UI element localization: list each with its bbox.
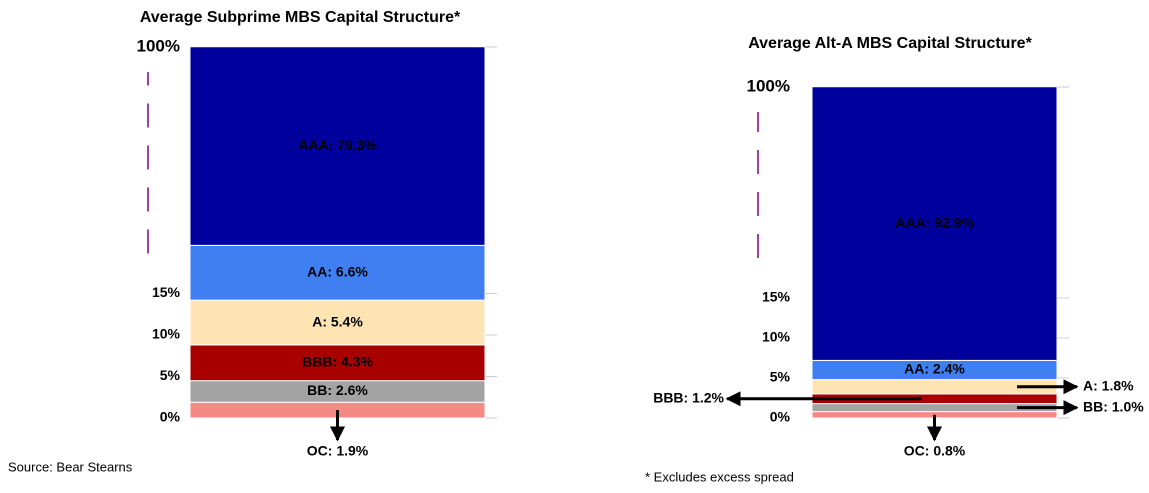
bar-segment bbox=[189, 299, 486, 346]
data-label: OC: 0.8% bbox=[904, 443, 966, 459]
y-tick-label: 100% bbox=[747, 76, 790, 95]
data-label: BBB: 4.3% bbox=[302, 354, 373, 370]
y-tick-label: 5% bbox=[770, 369, 791, 385]
y-tick-label: 15% bbox=[152, 284, 181, 300]
y-tick-label: 10% bbox=[762, 329, 791, 345]
bar-segment bbox=[189, 244, 486, 301]
data-label: BBB: 1.2% bbox=[653, 390, 724, 406]
data-label: AA: 6.6% bbox=[307, 263, 368, 279]
data-label: AA: 2.4% bbox=[904, 361, 965, 377]
bar-segment bbox=[189, 344, 486, 382]
data-label: OC: 1.9% bbox=[307, 443, 369, 459]
bar-segment bbox=[189, 46, 486, 246]
y-tick-label: 100% bbox=[137, 36, 180, 55]
bar-segment bbox=[811, 86, 1058, 361]
data-label: A: 5.4% bbox=[312, 313, 363, 329]
y-tick-label: 15% bbox=[762, 289, 791, 305]
chart-title: Average Subprime MBS Capital Structure* bbox=[140, 9, 461, 26]
data-label: A: 1.8% bbox=[1083, 378, 1134, 394]
chart-title: Average Alt-A MBS Capital Structure* bbox=[748, 35, 1032, 52]
y-tick-label: 5% bbox=[160, 367, 181, 383]
data-label: AAA: 92.9% bbox=[895, 214, 974, 230]
data-label: BB: 2.6% bbox=[307, 382, 368, 398]
data-label: AAA: 79.3% bbox=[298, 137, 377, 153]
chart-note: * Excludes excess spread bbox=[645, 469, 794, 484]
y-tick-label: 0% bbox=[160, 409, 181, 425]
chart-note: Source: Bear Stearns bbox=[8, 459, 133, 474]
data-label: BB: 1.0% bbox=[1083, 398, 1144, 414]
y-tick-label: 0% bbox=[770, 409, 791, 425]
y-tick-label: 10% bbox=[152, 326, 181, 342]
